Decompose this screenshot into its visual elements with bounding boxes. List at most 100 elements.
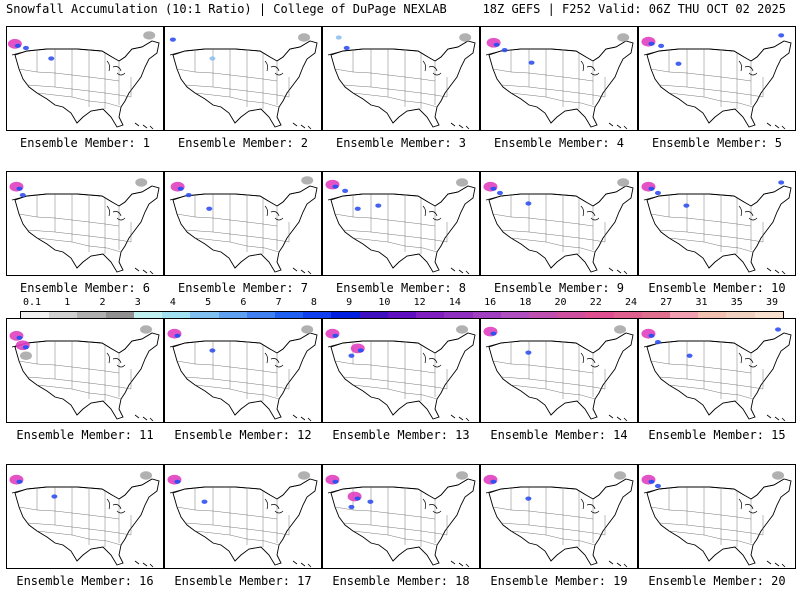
islands: [134, 414, 154, 422]
state-line: [194, 530, 280, 546]
snow-area: [343, 45, 350, 51]
state-line: [176, 68, 278, 82]
state-line: [342, 84, 448, 98]
colorbar-segment: [49, 312, 78, 318]
state-line: [650, 213, 752, 227]
great-lakes: [422, 498, 442, 514]
state-line: [492, 506, 594, 520]
snow-area: [16, 479, 23, 484]
state-line: [510, 237, 596, 253]
colorbar-segment: [21, 312, 50, 318]
islands: [450, 267, 470, 275]
map-panel: [322, 26, 480, 131]
snow-area: [496, 190, 503, 196]
great-lakes: [738, 205, 758, 221]
us-map: [167, 325, 318, 422]
snow-area: [648, 479, 655, 484]
state-line: [18, 213, 120, 227]
state-line: [334, 360, 436, 374]
snow-area: [19, 351, 32, 360]
islands: [292, 560, 312, 568]
islands: [450, 560, 470, 568]
snow-area: [654, 340, 661, 345]
snow-area: [209, 348, 216, 353]
colorbar-label: 39: [765, 297, 779, 308]
snow-area: [301, 325, 314, 334]
us-map: [483, 325, 634, 422]
state-line: [668, 530, 754, 546]
state-line: [510, 384, 596, 400]
great-lakes: [738, 352, 758, 368]
colorbar-label: 0.1: [22, 297, 42, 308]
islands: [292, 122, 312, 130]
snow-area: [342, 188, 349, 193]
snow-area: [528, 60, 535, 65]
state-line: [26, 376, 132, 390]
us-map: [641, 327, 792, 422]
coastline: [172, 478, 318, 566]
colorbar-segment: [133, 312, 163, 318]
us-map: [641, 33, 792, 130]
coastline: [14, 40, 160, 128]
snow-area: [22, 345, 29, 350]
coastline: [14, 478, 160, 566]
border: [643, 40, 785, 62]
state-line: [500, 229, 606, 243]
great-lakes: [106, 60, 126, 76]
snow-area: [490, 479, 497, 484]
map-panel: [164, 464, 322, 569]
colorbar-segment: [698, 312, 727, 318]
islands: [450, 414, 470, 422]
us-map: [327, 33, 476, 130]
border: [169, 478, 311, 500]
member-caption: Ensemble Member: 13: [332, 428, 470, 442]
snow-area: [654, 483, 661, 489]
coastline: [646, 40, 792, 128]
map-panel: [6, 318, 164, 423]
us-map: [483, 178, 634, 275]
colorbar-segment: [303, 312, 332, 318]
coastline: [172, 332, 318, 420]
islands: [766, 414, 786, 422]
snow-area: [654, 190, 661, 196]
state-line: [342, 376, 448, 390]
state-line: [18, 68, 120, 82]
colorbar-label: 1: [64, 297, 71, 308]
great-lakes: [422, 205, 442, 221]
state-line: [342, 229, 448, 243]
coastline: [488, 185, 634, 273]
coastline: [646, 185, 792, 273]
islands: [134, 267, 154, 275]
snow-area: [298, 471, 311, 480]
colorbar-segment: [162, 312, 191, 318]
border: [327, 478, 469, 500]
state-line: [334, 68, 436, 82]
member-caption: Ensemble Member: 11: [16, 428, 154, 442]
state-line: [194, 237, 280, 253]
colorbar-segment: [641, 312, 671, 318]
state-line: [492, 360, 594, 374]
snow-area: [456, 325, 469, 334]
colorbar-label: 12: [413, 297, 426, 308]
islands: [608, 414, 628, 422]
snow-area: [648, 333, 655, 338]
colorbar-label: 4: [169, 297, 176, 308]
colorbar-segment: [331, 312, 360, 318]
state-line: [668, 237, 754, 253]
state-line: [18, 506, 120, 520]
great-lakes: [106, 205, 126, 221]
great-lakes: [422, 60, 442, 76]
page-title: Snowfall Accumulation (10:1 Ratio) | Col…: [6, 2, 447, 16]
colorbar-segment: [387, 312, 417, 318]
member-caption: Ensemble Member: 1: [19, 136, 151, 150]
colorbar-segment: [557, 312, 586, 318]
snow-area: [775, 327, 782, 332]
member-caption: Ensemble Member: 19: [490, 574, 628, 588]
us-map: [325, 471, 476, 568]
map-panel: [322, 464, 480, 569]
colorbar-label: 8: [310, 297, 317, 308]
great-lakes: [106, 498, 126, 514]
us-map: [325, 178, 476, 275]
us-map: [167, 471, 318, 568]
islands: [766, 122, 786, 130]
